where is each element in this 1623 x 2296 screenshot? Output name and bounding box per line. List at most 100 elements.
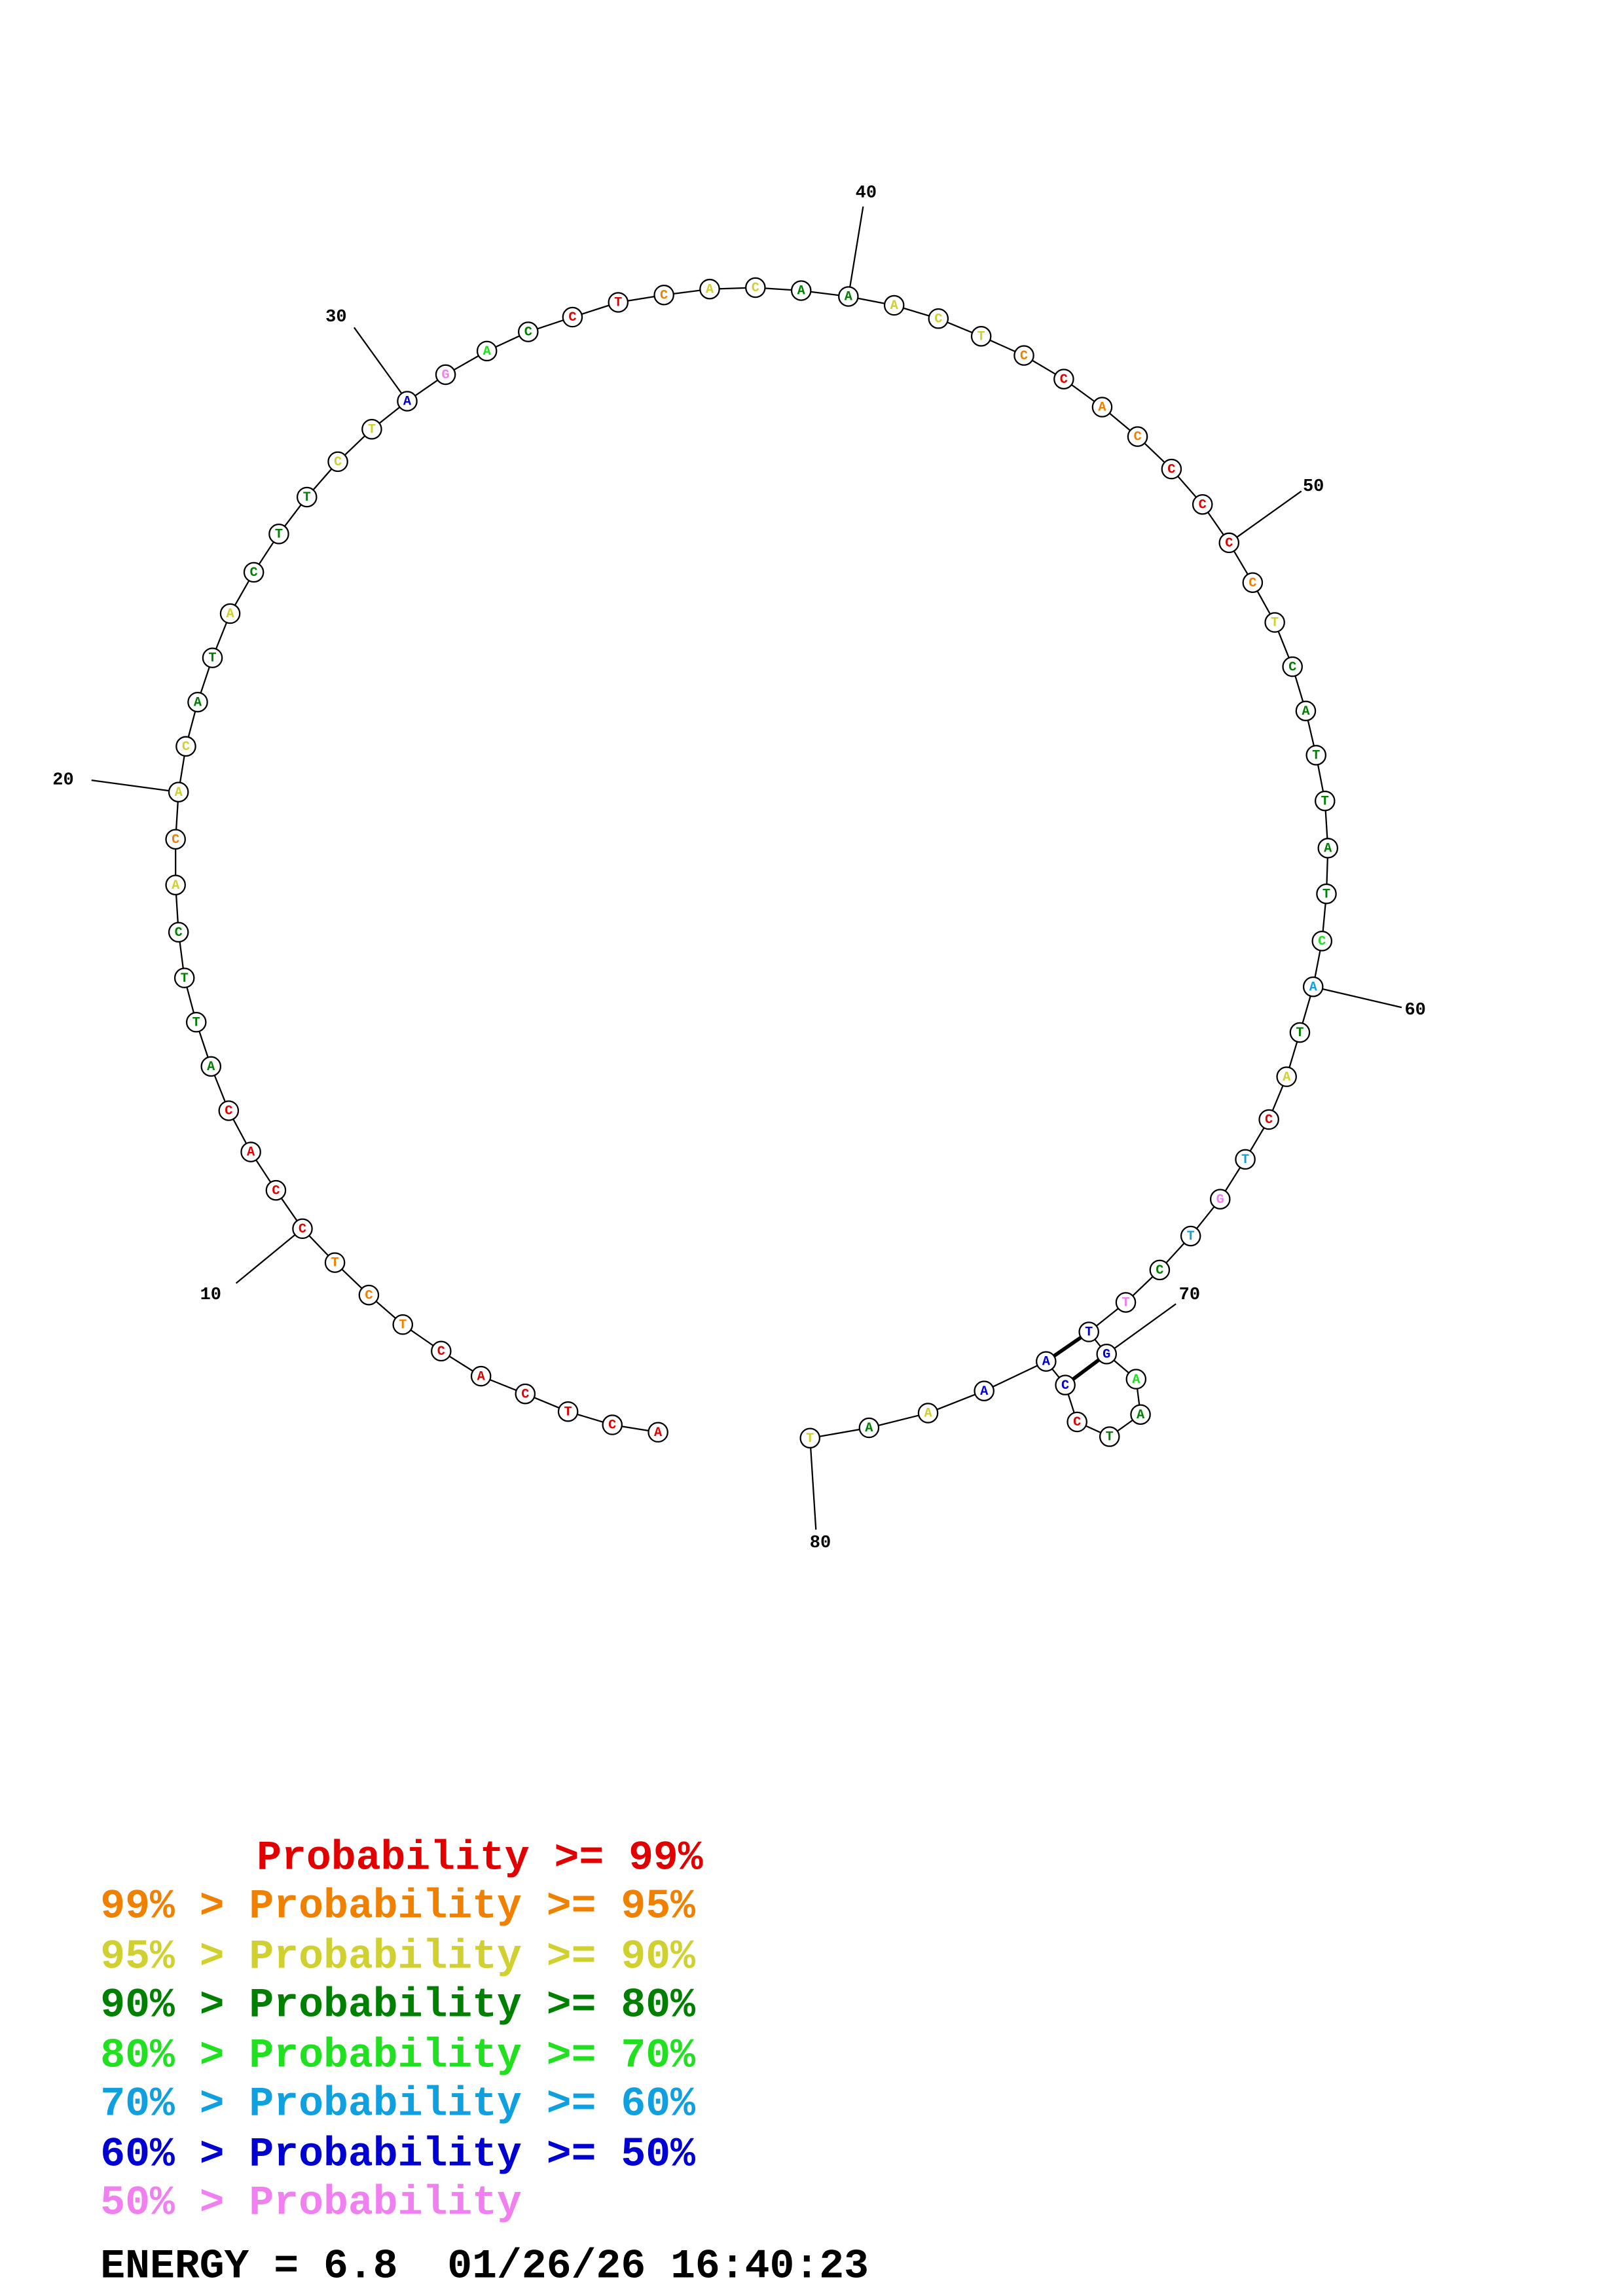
nucleotide-circle xyxy=(518,321,539,342)
nucleotide-circle xyxy=(1282,656,1303,677)
nucleotide-letter: C xyxy=(1225,536,1233,551)
position-label: 40 xyxy=(856,183,877,204)
legend-entry: 99% > Probability >= 95% xyxy=(100,1883,695,1930)
nucleotide-letter: C xyxy=(660,288,668,303)
nucleotide: C xyxy=(175,736,196,757)
nucleotide-circle xyxy=(240,1141,261,1162)
nucleotide: A xyxy=(699,278,720,300)
nucleotide-letter: G xyxy=(1103,1347,1110,1362)
nucleotide-letter: C xyxy=(1061,1378,1069,1393)
nucleotide-circle xyxy=(1314,790,1336,812)
nucleotide: A xyxy=(1036,1351,1057,1372)
nucleotide-letter: C xyxy=(1073,1415,1081,1430)
nucleotide-letter: A xyxy=(1324,841,1332,856)
nucleotide: C xyxy=(265,1179,287,1201)
nucleotide-circle xyxy=(392,1314,414,1335)
nucleotide-letter: C xyxy=(250,565,258,581)
nucleotide: A xyxy=(397,391,418,412)
nucleotide-letter: T xyxy=(192,1015,200,1030)
nucleotide-circle xyxy=(1258,1109,1279,1130)
nucleotide-letter: C xyxy=(225,1104,232,1119)
nucleotide-letter: C xyxy=(1288,660,1296,675)
nucleotide: C xyxy=(243,562,264,583)
nucleotide-letter: T xyxy=(181,971,189,986)
nucleotide: A xyxy=(200,1056,222,1077)
nucleotide-letter: T xyxy=(275,527,283,542)
nucleotide-letter: A xyxy=(1098,401,1106,416)
position-tick xyxy=(1313,986,1402,1009)
nucleotide: A xyxy=(974,1380,994,1401)
nucleotide-letter: C xyxy=(568,310,576,325)
nucleotide-circle xyxy=(1067,1411,1087,1433)
position-label: 60 xyxy=(1404,1000,1425,1020)
nucleotide: A xyxy=(476,340,498,362)
nucleotide-circle xyxy=(324,1252,346,1273)
nucleotide-letter: C xyxy=(437,1344,445,1359)
nucleotide-circle xyxy=(1316,883,1337,905)
nucleotide: A xyxy=(647,1422,668,1443)
nucleotide: G xyxy=(1209,1189,1231,1210)
nucleotide: C xyxy=(515,1383,536,1405)
nucleotide: T xyxy=(970,326,992,347)
nucleotide-letter: T xyxy=(1312,748,1320,763)
nucleotide-letter: A xyxy=(797,284,806,299)
nucleotide: C xyxy=(653,284,674,306)
nucleotide: T xyxy=(1264,612,1285,633)
nucleotide-letter: C xyxy=(299,1222,306,1237)
legend-entry: Probability >= 99% xyxy=(257,1834,703,1881)
nucleotide-letter: C xyxy=(934,312,942,327)
nucleotide: C xyxy=(168,922,189,943)
position-tick xyxy=(91,780,179,793)
nucleotide-circle xyxy=(165,829,186,850)
nucleotide-circle xyxy=(173,967,195,988)
nucleotide-circle xyxy=(838,286,859,307)
legend-entry: 50% > Probability xyxy=(100,2179,522,2227)
nucleotide: T xyxy=(1314,790,1336,812)
nucleotide-letter: T xyxy=(208,651,216,666)
position-tick xyxy=(1228,490,1302,544)
nucleotide: T xyxy=(361,419,382,440)
nucleotide-letter: C xyxy=(524,325,532,340)
nucleotide-letter: C xyxy=(172,833,179,848)
nucleotide-circle xyxy=(1055,1374,1076,1395)
nucleotide: A xyxy=(917,1403,939,1424)
nucleotide-letter: T xyxy=(1122,1296,1129,1311)
nucleotide-letter: G xyxy=(1216,1193,1224,1208)
legend-entry: 90% > Probability >= 80% xyxy=(100,1982,695,2029)
nucleotide-circle xyxy=(557,1401,579,1422)
nucleotide-letter: A xyxy=(654,1426,663,1441)
nucleotide-circle xyxy=(397,391,418,412)
nucleotide-letter: T xyxy=(399,1318,407,1333)
nucleotide-circle xyxy=(1264,612,1285,633)
nucleotide-circle xyxy=(327,451,348,473)
nucleotide-letter: A xyxy=(403,395,412,410)
nucleotide-circle xyxy=(515,1383,536,1405)
nucleotide: T xyxy=(324,1252,346,1273)
nucleotide-letter: A xyxy=(172,878,180,893)
nucleotide: G xyxy=(435,364,456,386)
nucleotide-letter: C xyxy=(1133,430,1141,445)
nucleotide: C xyxy=(292,1218,313,1240)
nucleotide-letter: C xyxy=(272,1183,280,1198)
nucleotide-circle xyxy=(1209,1189,1231,1210)
nucleotide: A xyxy=(165,874,186,895)
nucleotide: C xyxy=(1161,458,1182,480)
nucleotide-letter: A xyxy=(226,607,234,622)
position-tick xyxy=(847,206,864,297)
position-label: 50 xyxy=(1303,476,1324,497)
nucleotide-circle xyxy=(928,308,949,329)
nucleotide-circle xyxy=(1305,745,1327,766)
nucleotide: C xyxy=(1258,1109,1279,1130)
nucleotide-letter: T xyxy=(1187,1229,1195,1244)
nucleotide-circle xyxy=(470,1365,492,1387)
nucleotide-circle xyxy=(168,922,189,943)
nucleotide-circle xyxy=(602,1414,623,1435)
nucleotide: A xyxy=(858,1417,880,1439)
nucleotide-letter: A xyxy=(865,1421,873,1436)
nucleotide-circle xyxy=(1078,1321,1099,1342)
nucleotide: A xyxy=(883,295,905,316)
nucleotide-circle xyxy=(1053,368,1074,389)
nucleotide-circle xyxy=(1036,1351,1057,1372)
nucleotide-letter: A xyxy=(1302,704,1310,719)
